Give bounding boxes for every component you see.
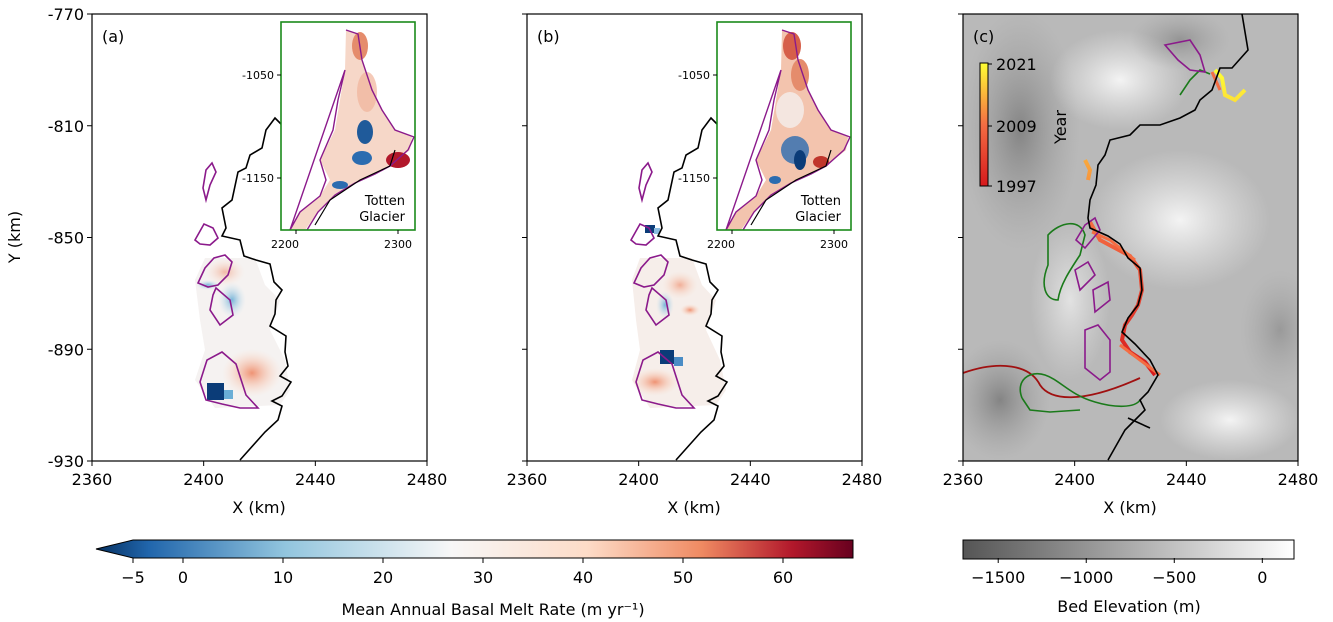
panel-label-b: (b) — [537, 27, 560, 46]
panel-c: 2021 2009 1997 Year (c) 2360 2400 2440 2480… — [943, 13, 1319, 517]
melt-field-b — [631, 225, 726, 408]
inset-a-ytick-0: -1050 — [242, 69, 274, 82]
y-axis-label: Y (km) — [5, 211, 24, 264]
xtick-label: 2400 — [183, 470, 224, 489]
yticks-c — [958, 13, 963, 462]
x-axis-label-c: X (km) — [1103, 498, 1156, 517]
yticks-b — [522, 13, 527, 462]
bed-colorbar: −1500 −1000 −500 0 Bed Elevation (m) — [962, 539, 1295, 616]
shelf-outlines-a — [193, 161, 260, 409]
colorbar-tick-label: 20 — [373, 568, 393, 587]
panel-label-c: (c) — [973, 27, 994, 46]
colorbar-tick-label: −5 — [121, 568, 145, 587]
colorbar-tick-label: 30 — [473, 568, 493, 587]
inset-a-label-1: Totten — [364, 194, 405, 209]
inset-a-xtick-1: 2300 — [384, 238, 412, 251]
xticks-c: 2360 2400 2440 2480 — [943, 461, 1319, 489]
xtick-label: 2440 — [1166, 470, 1207, 489]
year-tick-0: 2021 — [996, 55, 1037, 74]
inset-frame-a — [280, 21, 416, 231]
melt-colorbar-label: Mean Annual Basal Melt Rate (m yr⁻¹) — [341, 600, 644, 619]
colorbar-tick-label: 10 — [273, 568, 293, 587]
xtick-label: 2440 — [295, 470, 336, 489]
x-axis-label-a: X (km) — [232, 498, 285, 517]
inset-a-ytick-1: -1150 — [242, 172, 274, 185]
bed-elevation-map — [963, 14, 1298, 461]
xtick-label: 2360 — [507, 470, 548, 489]
xtick-label: 2480 — [842, 470, 883, 489]
xtick-label: 2440 — [730, 470, 771, 489]
inset-a-xtick-0: 2200 — [271, 238, 299, 251]
shelf-outlines-b — [629, 161, 696, 409]
yticks-a: -770 -810 -850 -890 -930 — [48, 5, 92, 471]
inset-b-ytick-0: -1050 — [678, 69, 710, 82]
inset-b-label-1: Totten — [800, 194, 841, 209]
hotspot-a-3 — [218, 282, 246, 318]
inset-b: -1050 -1150 2200 2300 Totten Glacier — [678, 21, 852, 251]
hotspot-b-2 — [631, 368, 679, 396]
colorbar-tick-label: 0 — [1257, 568, 1267, 587]
grounding-line-a — [220, 116, 293, 461]
year-colorbar-label: Year — [1051, 110, 1070, 145]
bed-colorbar-ticks: −1500 −1000 −500 0 — [971, 558, 1267, 587]
xtick-label: 2400 — [1054, 470, 1095, 489]
ytick-label: -930 — [48, 452, 84, 471]
hotspot-b-4 — [680, 304, 700, 316]
inset-a: -1050 -1150 2200 2300 Totten Glacier — [242, 21, 416, 251]
ytick-label: -890 — [48, 340, 84, 359]
ytick-label: -810 — [48, 117, 84, 136]
colorbar-tick-label: 0 — [178, 568, 188, 587]
xtick-label: 2400 — [618, 470, 659, 489]
inset-b-ytick-1: -1150 — [678, 172, 710, 185]
x-axis-label-b: X (km) — [667, 498, 720, 517]
hotspot-b-1 — [662, 271, 698, 299]
hotspot-a-4 — [196, 280, 220, 290]
colorbar-tick-label: 50 — [673, 568, 693, 587]
hotspot-a-1 — [222, 349, 282, 397]
year-colorbar: 2021 2009 1997 Year — [979, 55, 1070, 196]
bed-colorbar-label: Bed Elevation (m) — [1057, 597, 1201, 616]
panel-a: -1050 -1150 2200 2300 Totten Glacier (a)… — [5, 5, 447, 517]
inset-b-xtick-0: 2200 — [707, 238, 735, 251]
hotspot-a-2 — [205, 258, 245, 286]
xtick-label: 2360 — [72, 470, 113, 489]
ytick-label: -850 — [48, 229, 84, 248]
xtick-label: 2480 — [407, 470, 448, 489]
inset-a-label-2: Glacier — [359, 210, 405, 225]
hotspot-b-3 — [656, 291, 674, 319]
xticks-a: 2360 2400 2440 2480 — [72, 461, 448, 489]
year-tick-1: 2009 — [996, 117, 1037, 136]
panel-label-a: (a) — [102, 27, 124, 46]
xtick-label: 2480 — [1278, 470, 1319, 489]
inset-b-xtick-1: 2300 — [820, 238, 848, 251]
hotspot-a-5 — [207, 383, 224, 400]
year-tick-2: 1997 — [996, 177, 1037, 196]
xticks-b: 2360 2400 2440 2480 — [507, 461, 883, 489]
melt-colorbar: −5 0 10 20 30 40 50 60 Mean Annual Basal Melt R… — [95, 539, 854, 619]
xtick-label: 2360 — [943, 470, 984, 489]
colorbar-tick-label: −1000 — [1059, 568, 1113, 587]
colorbar-tick-label: 60 — [773, 568, 793, 587]
hotspot-b-5 — [660, 350, 674, 364]
ytick-label: -770 — [48, 5, 84, 24]
panel-b: -1050 -1150 2200 2300 Totten Glacier (b)… — [507, 13, 883, 517]
colorbar-tick-label: −500 — [1152, 568, 1196, 587]
melt-field-a — [195, 258, 290, 408]
colorbar-tick-label: −1500 — [971, 568, 1025, 587]
inset-b-label-2: Glacier — [795, 210, 841, 225]
grounding-line-b — [656, 116, 729, 461]
inset-frame-b — [716, 21, 852, 231]
colorbar-tick-label: 40 — [573, 568, 593, 587]
melt-colorbar-ticks: −5 0 10 20 30 40 50 60 — [121, 558, 793, 587]
